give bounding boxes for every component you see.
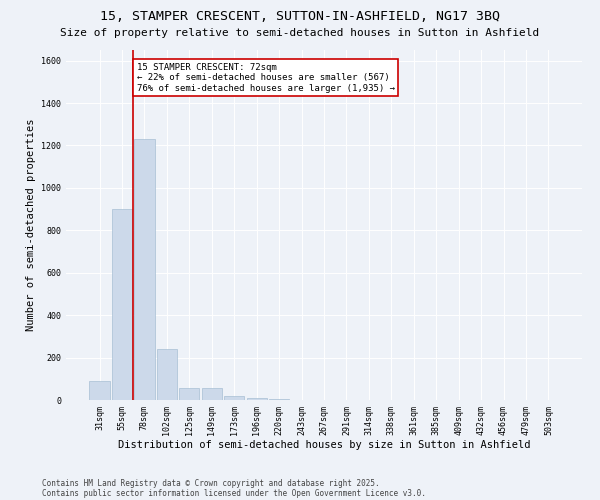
Bar	[224, 396, 244, 400]
Bar	[134, 139, 155, 400]
Text: 15, STAMPER CRESCENT, SUTTON-IN-ASHFIELD, NG17 3BQ: 15, STAMPER CRESCENT, SUTTON-IN-ASHFIELD…	[100, 10, 500, 23]
X-axis label: Distribution of semi-detached houses by size in Sutton in Ashfield: Distribution of semi-detached houses by …	[118, 440, 530, 450]
Bar	[202, 388, 222, 400]
Bar	[247, 398, 267, 400]
Bar	[112, 209, 132, 400]
Y-axis label: Number of semi-detached properties: Number of semi-detached properties	[26, 118, 35, 331]
Text: 15 STAMPER CRESCENT: 72sqm
← 22% of semi-detached houses are smaller (567)
76% o: 15 STAMPER CRESCENT: 72sqm ← 22% of semi…	[137, 62, 395, 92]
Bar	[89, 381, 110, 400]
Bar	[157, 349, 177, 400]
Bar	[179, 388, 199, 400]
Text: Contains HM Land Registry data © Crown copyright and database right 2025.: Contains HM Land Registry data © Crown c…	[42, 478, 380, 488]
Text: Contains public sector information licensed under the Open Government Licence v3: Contains public sector information licen…	[42, 488, 426, 498]
Text: Size of property relative to semi-detached houses in Sutton in Ashfield: Size of property relative to semi-detach…	[61, 28, 539, 38]
